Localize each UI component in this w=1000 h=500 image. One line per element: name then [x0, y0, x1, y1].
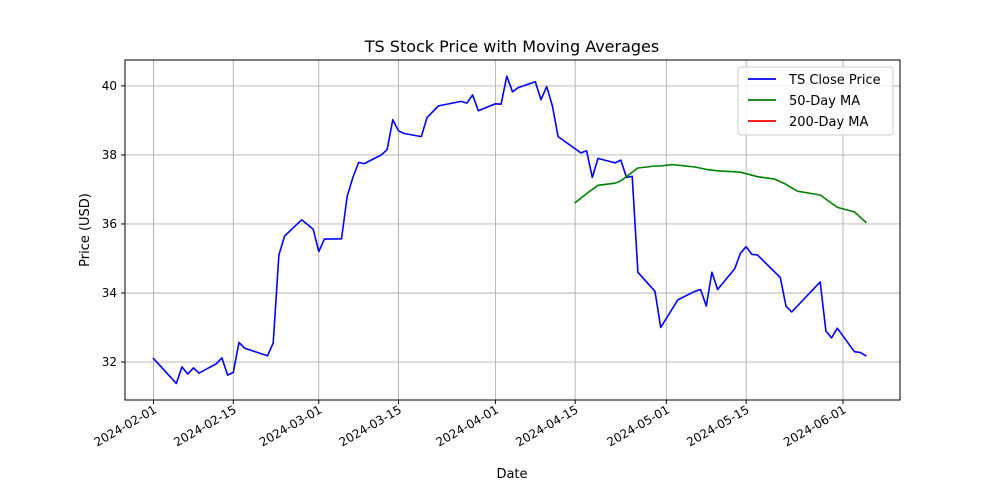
- legend: TS Close Price 50-Day MA 200-Day MA: [737, 66, 894, 136]
- series-line-1: [574, 163, 867, 224]
- y-axis-label: Price (USD): [78, 193, 93, 267]
- y-tick-label: 38: [102, 148, 117, 162]
- grid-lines: [125, 60, 900, 400]
- legend-box: [737, 66, 894, 136]
- legend-label: 50-Day MA: [789, 94, 860, 109]
- y-tick-label: 40: [102, 79, 117, 93]
- y-tick-label: 32: [102, 355, 117, 369]
- legend-label: 200-Day MA: [789, 115, 869, 130]
- series-lines: [152, 75, 867, 385]
- legend-items: TS Close Price 50-Day MA 200-Day MA: [748, 73, 881, 130]
- y-tick-label: 36: [102, 217, 117, 231]
- chart-title: TS Stock Price with Moving Averages: [364, 37, 659, 56]
- y-tick-label: 34: [102, 286, 117, 300]
- plot-frame: [124, 59, 901, 401]
- legend-label: TS Close Price: [788, 73, 881, 88]
- x-axis-label: Date: [496, 467, 527, 482]
- series-line-0: [152, 75, 867, 385]
